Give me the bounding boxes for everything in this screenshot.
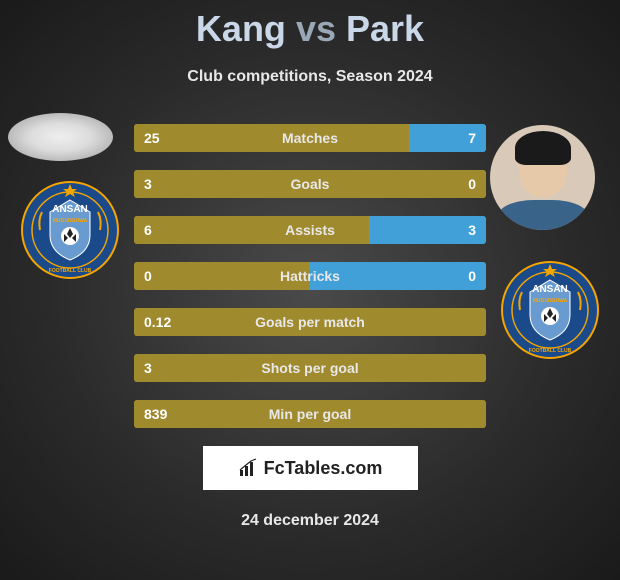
subtitle: Club competitions, Season 2024 [0,68,620,86]
svg-text:MUGUNGHWA: MUGUNGHWA [53,218,88,224]
stat-label: Matches [282,124,338,152]
player2-avatar [490,125,595,230]
stat-label: Goals [291,170,330,198]
svg-text:FOOTBALL CLUB: FOOTBALL CLUB [529,348,572,354]
stat-row: 0 0 Hattricks [134,262,486,290]
stat-value-left: 25 [144,124,160,152]
stat-row: 25 7 Matches [134,124,486,152]
player1-avatar [8,113,113,161]
stat-row: 839 Min per goal [134,400,486,428]
comparison-title: Kang vs Park [0,0,620,50]
stat-row: 0.12 Goals per match [134,308,486,336]
stat-label: Min per goal [269,400,351,428]
svg-text:ANSAN: ANSAN [532,284,568,295]
stat-label: Hattricks [280,262,340,290]
stat-value-left: 839 [144,400,167,428]
stat-value-right: 7 [468,124,476,152]
stat-value-right: 3 [468,216,476,244]
player1-name: Kang [196,8,286,49]
stat-label: Goals per match [255,308,365,336]
svg-text:ANSAN: ANSAN [52,204,88,215]
stat-value-right: 0 [468,262,476,290]
svg-text:MUGUNGHWA: MUGUNGHWA [533,298,568,304]
stat-value-right: 0 [468,170,476,198]
stat-row: 3 Shots per goal [134,354,486,382]
stat-value-left: 6 [144,216,152,244]
player2-name: Park [346,8,424,49]
watermark-icon [238,458,258,478]
player1-club-logo: ANSAN MUGUNGHWA FOOTBALL CLUB [20,180,120,280]
stat-value-left: 3 [144,354,152,382]
stat-value-left: 0.12 [144,308,171,336]
stat-value-left: 3 [144,170,152,198]
stat-row: 6 3 Assists [134,216,486,244]
player2-club-logo: ANSAN MUGUNGHWA FOOTBALL CLUB [500,260,600,360]
stats-container: 25 7 Matches 3 0 Goals 6 3 Assists 0 0 Hattricks 0.1… [134,124,486,428]
date: 24 december 2024 [0,512,620,530]
stat-label: Shots per goal [261,354,358,382]
stat-label: Assists [285,216,335,244]
stat-row: 3 0 Goals [134,170,486,198]
watermark-text: FcTables.com [264,458,383,479]
stat-bar-left [134,124,409,152]
title-vs: vs [296,8,336,49]
svg-text:FOOTBALL CLUB: FOOTBALL CLUB [49,268,92,274]
watermark: FcTables.com [203,446,418,490]
stat-value-left: 0 [144,262,152,290]
